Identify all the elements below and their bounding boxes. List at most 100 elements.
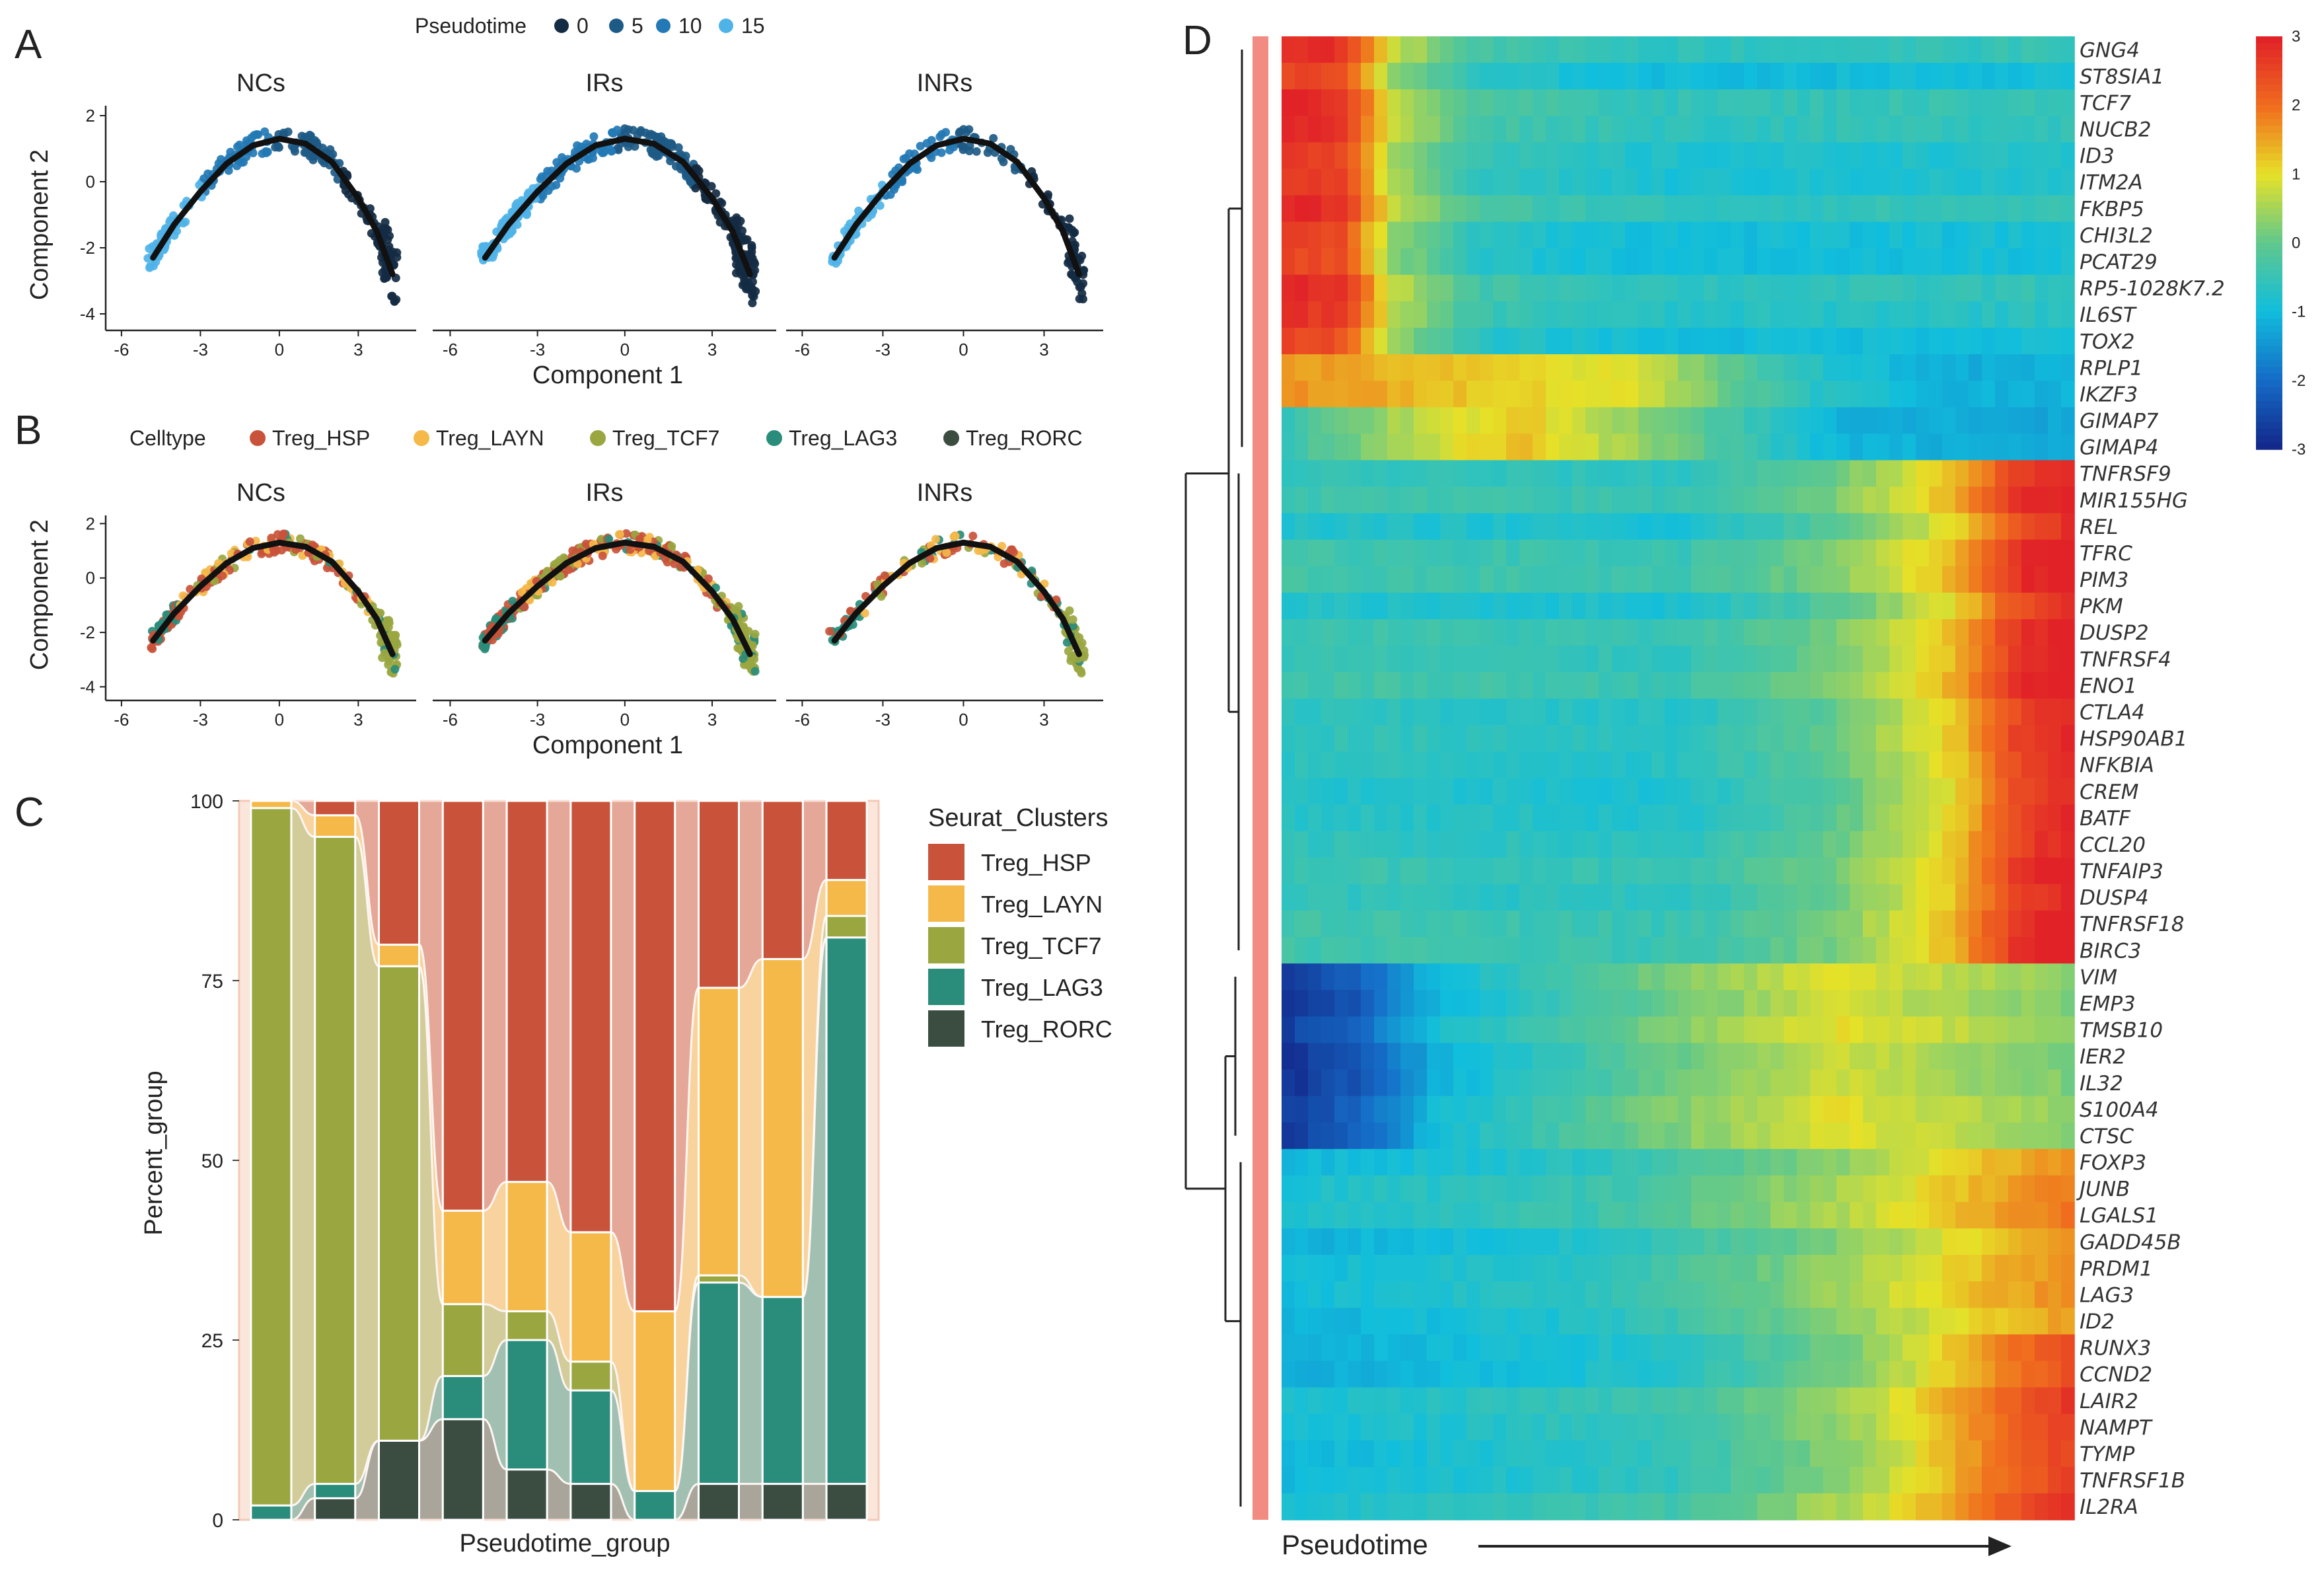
heatmap-cell: [1334, 910, 1348, 938]
heatmap-cell: [1850, 1228, 1864, 1255]
heatmap-cell: [1744, 486, 1758, 514]
heatmap-cell: [1480, 36, 1494, 63]
heatmap-cell: [2035, 1334, 2049, 1362]
scatter-point: [959, 145, 968, 155]
heatmap-cell: [1480, 937, 1494, 964]
heatmap-cell: [1955, 804, 1969, 832]
heatmap-cell: [1361, 1175, 1375, 1203]
heatmap-cell: [1731, 1043, 1745, 1070]
heatmap-row-tnfrsf4: [1282, 646, 2075, 673]
heatmap-cell: [1348, 804, 1362, 832]
scatter-point: [945, 145, 955, 155]
heatmap-cell: [1863, 1255, 1877, 1282]
y-tick-label: 100: [190, 791, 223, 813]
heatmap-cell: [1282, 1281, 1295, 1309]
heatmap-cell: [1982, 539, 1996, 567]
facet-title-ncs: NCs: [236, 479, 285, 507]
heatmap-cell: [1982, 1148, 1996, 1176]
x-tick-label: 3: [708, 340, 717, 359]
heatmap-cell: [1823, 963, 1837, 991]
heatmap-cell: [1784, 698, 1797, 726]
heatmap-cell: [1374, 89, 1388, 117]
heatmap-cell: [1308, 63, 1322, 90]
heatmap-cell: [1784, 1148, 1797, 1176]
heatmap-cell: [1889, 725, 1903, 753]
heatmap-cell: [1863, 460, 1877, 488]
heatmap-cell: [1889, 1016, 1903, 1044]
heatmap-cell: [1638, 1043, 1652, 1070]
heatmap-cell: [1942, 63, 1956, 90]
heatmap-cell: [1308, 195, 1322, 223]
heatmap-cell: [1321, 910, 1335, 938]
heatmap-cell: [1612, 221, 1626, 249]
heatmap-cell: [2008, 804, 2022, 832]
heatmap-cell: [1559, 1255, 1573, 1282]
heatmap-cell: [1612, 407, 1626, 435]
heatmap-cell: [1652, 751, 1665, 779]
heatmap-cell: [1453, 1148, 1467, 1176]
heatmap-cell: [1427, 89, 1441, 117]
heatmap-cell: [1559, 1016, 1573, 1044]
heatmap-cell: [1493, 646, 1507, 673]
heatmap-cell: [1969, 646, 1982, 673]
heatmap-cell: [1493, 301, 1507, 328]
heatmap-cell: [1387, 883, 1401, 911]
heatmap-cell: [1942, 433, 1956, 461]
heatmap-cell: [1506, 1175, 1520, 1203]
heatmap-cell: [1982, 221, 1996, 249]
heatmap-cell: [1665, 963, 1679, 991]
heatmap-cell: [1836, 89, 1850, 117]
heatmap-cell: [1414, 328, 1428, 355]
gene-label-tnfrsf18: TNFRSF18: [2080, 913, 2184, 936]
heatmap-cell: [1282, 592, 1295, 620]
heatmap-cell: [1731, 990, 1745, 1018]
heatmap-cell: [1770, 36, 1784, 63]
heatmap-cell: [1612, 646, 1626, 673]
heatmap-cell: [1348, 1043, 1362, 1070]
panel-b-xlabel: Component 1: [532, 731, 683, 759]
heatmap-cell: [1361, 1148, 1375, 1176]
heatmap-cell: [1546, 672, 1560, 699]
heatmap-cell: [1321, 778, 1335, 805]
heatmap-cell: [1612, 328, 1626, 355]
heatmap-cell: [1638, 831, 1652, 858]
heatmap-cell: [2048, 301, 2062, 328]
heatmap-cell: [1757, 328, 1771, 355]
heatmap-cell: [1440, 937, 1454, 964]
heatmap-cell: [1784, 566, 1797, 593]
heatmap-cell: [1414, 195, 1428, 223]
heatmap-cell: [1321, 195, 1335, 223]
trajectory-line: [150, 135, 396, 278]
heatmap-cell: [1863, 1175, 1877, 1203]
heatmap-cell: [2008, 63, 2022, 90]
heatmap-cell: [1440, 592, 1454, 620]
heatmap-row-chi3l2: [1282, 221, 2075, 249]
heatmap-row-tnfrsf9: [1282, 460, 2075, 488]
heatmap-cell: [1625, 1043, 1639, 1070]
heatmap-cell: [1744, 1096, 1758, 1123]
heatmap-cell: [1916, 1016, 1930, 1044]
heatmap-cell: [1374, 460, 1388, 488]
heatmap-cell: [1665, 195, 1679, 223]
heatmap-cell: [1784, 910, 1797, 938]
heatmap-cell: [1308, 1334, 1322, 1362]
heatmap-cell: [1929, 698, 1943, 726]
heatmap-cell: [1414, 460, 1428, 488]
heatmap-cell: [1942, 248, 1956, 276]
heatmap-cell: [2061, 1122, 2075, 1150]
clusters-legend-swatch-layn: [928, 885, 964, 922]
heatmap-cell: [1770, 1016, 1784, 1044]
heatmap-cell: [1572, 751, 1586, 779]
heatmap-cell: [1969, 831, 1982, 858]
heatmap-cell: [1652, 248, 1665, 276]
heatmap-cell: [1295, 1096, 1309, 1123]
heatmap-cell: [1836, 168, 1850, 196]
heatmap-cell: [1850, 778, 1864, 805]
heatmap-cell: [1295, 1148, 1309, 1176]
heatmap-cell: [1440, 698, 1454, 726]
heatmap-cell: [1572, 592, 1586, 620]
heatmap-cell: [1836, 831, 1850, 858]
heatmap-cell: [1440, 433, 1454, 461]
heatmap-cell: [2048, 619, 2062, 646]
heatmap-cell: [1519, 328, 1533, 355]
